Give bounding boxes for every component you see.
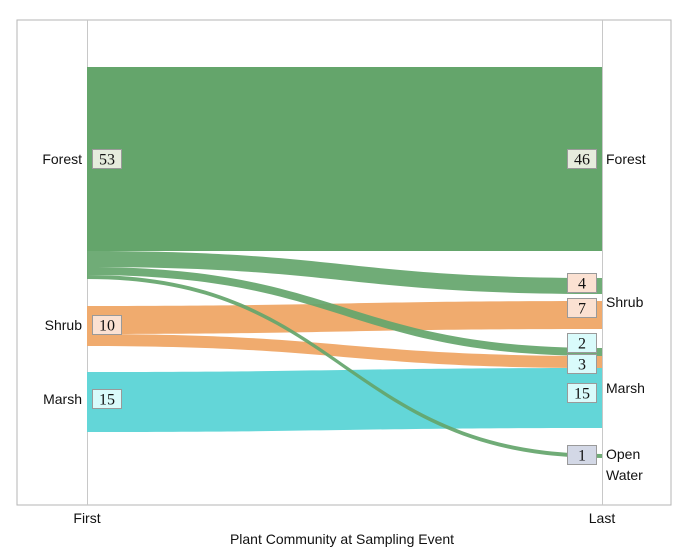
- target-label-2-value: 7: [578, 301, 586, 318]
- source-forest-value: 53: [99, 152, 115, 169]
- target-label-0-value: 46: [574, 152, 590, 169]
- x-axis-title: Plant Community at Sampling Event: [230, 531, 454, 547]
- target-label-1-value: 4: [578, 276, 586, 293]
- target-label-5-box: [567, 383, 597, 403]
- target-label-2-box: [567, 298, 597, 318]
- target-label-marsh: Marsh: [606, 380, 645, 396]
- target-label-0-box: [567, 149, 597, 169]
- source-label-shrub: Shrub: [45, 317, 83, 333]
- target-label-forest: Forest: [606, 151, 646, 167]
- flow-forest-to-shrub: [87, 251, 602, 294]
- flow-forest-to-forest: [87, 67, 602, 251]
- source-label-marsh: Marsh: [43, 391, 82, 407]
- target-label-open-water-line-1: Water: [606, 467, 643, 483]
- target-label-open-water-line-0: Open: [606, 446, 640, 462]
- flow-shrub-to-marsh: [87, 334, 602, 368]
- flow-forest-to-marsh: [87, 267, 602, 356]
- node-label-layer: Forest Shrub Marsh Forest Shrub Marsh Open Wate…: [42, 151, 645, 483]
- x-tick-last: Last: [589, 510, 616, 526]
- target-label-5-value: 15: [574, 386, 590, 403]
- x-tick-first: First: [73, 510, 100, 526]
- flow-forest-to-open-water: [87, 275, 602, 458]
- target-label-1-box: [567, 273, 597, 293]
- target-label-4-box: [567, 354, 597, 374]
- target-label-6-value: 1: [578, 448, 586, 465]
- source-forest-box: [92, 149, 122, 169]
- flow-layer: [87, 67, 602, 458]
- target-label-3-value: 2: [578, 336, 586, 353]
- source-label-forest: Forest: [42, 151, 82, 167]
- target-label-4-value: 3: [578, 357, 586, 374]
- flow-marsh-to-marsh: [87, 368, 602, 432]
- target-label-shrub: Shrub: [606, 294, 644, 310]
- source-shrub-value: 10: [99, 318, 115, 335]
- target-label-3-box: [567, 333, 597, 353]
- target-label-6-box: [567, 445, 597, 465]
- flow-shrub-to-shrub: [87, 301, 602, 334]
- source-marsh-box: [92, 389, 122, 409]
- value-box-layer: 53 10 15 46 4 7 2 3 15 1: [92, 149, 597, 465]
- source-marsh-value: 15: [99, 392, 115, 409]
- source-shrub-box: [92, 315, 122, 335]
